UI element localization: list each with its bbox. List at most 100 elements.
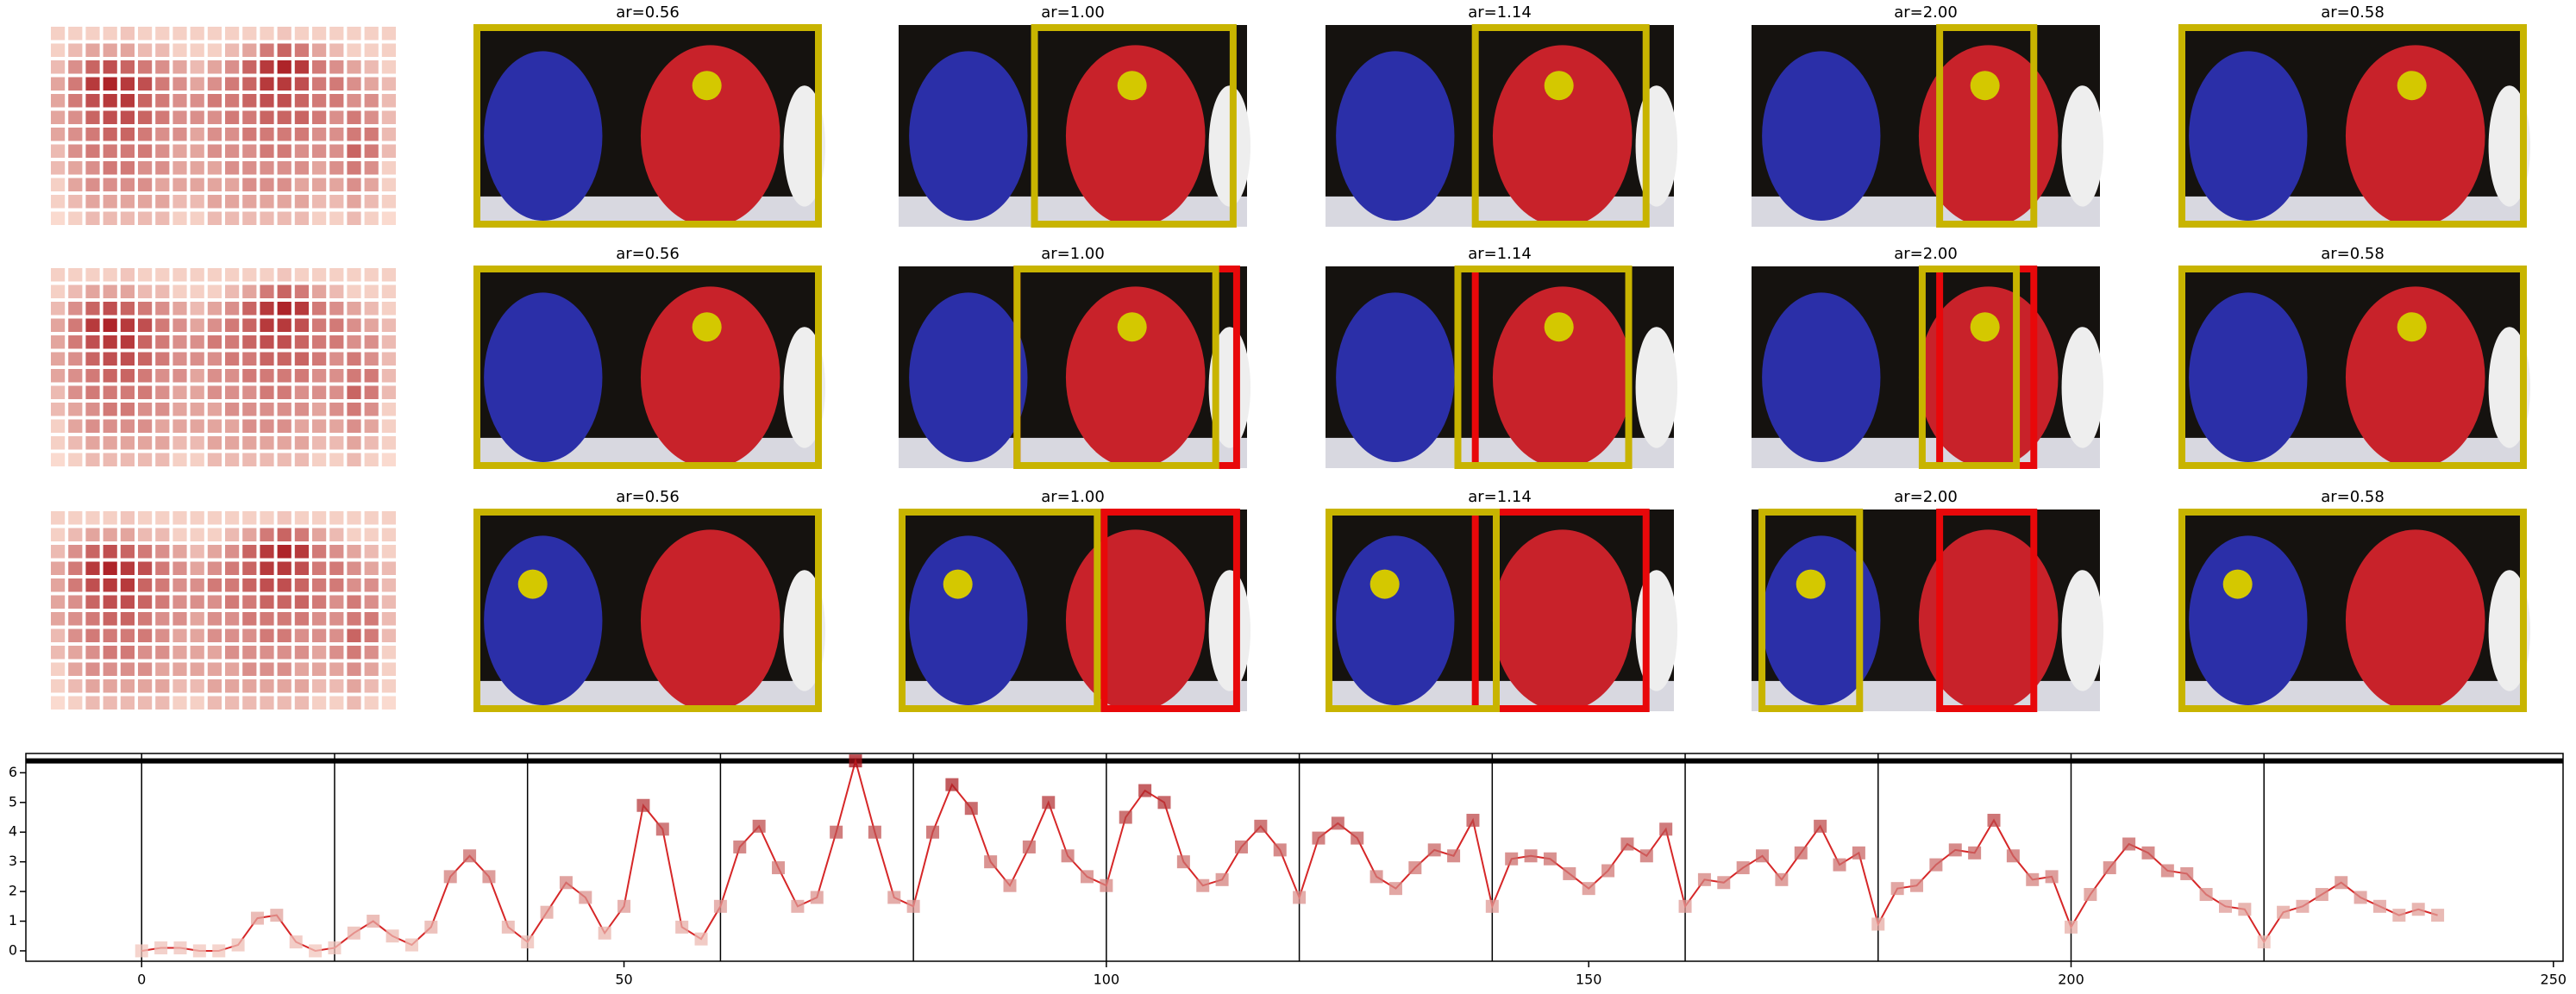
heatmap-cell	[51, 578, 66, 592]
heatmap-cell	[347, 578, 361, 592]
data-marker	[1678, 899, 1692, 913]
heatmap-cell	[294, 595, 309, 609]
heatmap-cell	[260, 77, 274, 91]
heatmap-cell	[294, 335, 309, 349]
boxer-blue	[1762, 51, 1881, 221]
heatmap-cell	[51, 128, 66, 141]
heatmap-cell	[103, 94, 117, 108]
boxer-red	[1492, 286, 1633, 468]
heatmap-cell	[225, 268, 240, 282]
heatmap-cell	[312, 578, 327, 592]
data-marker	[1563, 866, 1576, 880]
heatmap-cell	[381, 284, 396, 298]
heatmap-cell	[155, 612, 170, 626]
heatmap-cell	[225, 161, 240, 175]
heatmap-cell	[207, 561, 222, 575]
heatmap-cell	[277, 60, 291, 74]
heatmap-cell	[364, 144, 379, 158]
heatmap-cell	[225, 195, 240, 209]
panel-title: ar=0.58	[2321, 3, 2385, 22]
heatmap-cell	[155, 43, 170, 57]
heatmap-cell	[242, 302, 257, 316]
heatmap-cell	[294, 43, 309, 57]
panel-title: ar=2.00	[1894, 488, 1958, 506]
heatmap-cell	[347, 662, 361, 676]
data-marker	[2045, 870, 2059, 884]
heatmap-cell	[277, 453, 291, 466]
heatmap-cell	[207, 385, 222, 399]
heatmap-cell	[85, 128, 100, 141]
heatmap-cell	[364, 646, 379, 660]
image-panel	[899, 509, 1251, 712]
heatmap-cell	[120, 662, 135, 676]
data-marker	[1061, 849, 1075, 863]
data-marker	[1929, 858, 1943, 872]
heatmap-cell	[138, 612, 153, 626]
crop-box	[1918, 266, 2021, 469]
heatmap-cell	[138, 369, 153, 383]
referee	[783, 85, 826, 207]
heatmap-cell	[85, 94, 100, 108]
crop-box	[1454, 266, 1633, 469]
data-marker	[713, 899, 727, 913]
heatmap-cell	[347, 453, 361, 466]
heatmap-cell	[294, 352, 309, 366]
boxer-blue	[1336, 535, 1455, 705]
heatmap-cell	[103, 77, 117, 91]
data-marker	[347, 926, 360, 940]
heatmap-cell	[381, 178, 396, 191]
heatmap-cell	[381, 628, 396, 642]
heatmap-cell	[68, 211, 83, 225]
data-marker	[1119, 810, 1132, 824]
heatmap-cell	[329, 144, 344, 158]
heatmap-cell	[138, 161, 153, 175]
heatmap-cell	[225, 646, 240, 660]
heatmap-cell	[190, 545, 204, 559]
heatmap-cell	[277, 94, 291, 108]
heatmap-cell	[364, 27, 379, 41]
heatmap-cell	[347, 195, 361, 209]
heatmap-cell	[242, 110, 257, 124]
heatmap-cell	[103, 561, 117, 575]
heatmap-cell	[68, 352, 83, 366]
heatmap-cell	[190, 612, 204, 626]
heatmap-cell	[347, 628, 361, 642]
heatmap-cell	[312, 528, 327, 541]
data-marker	[2064, 920, 2078, 934]
heatmap-cell	[138, 302, 153, 316]
referee	[783, 570, 826, 691]
heatmap-cell	[260, 612, 274, 626]
heatmap-cell	[260, 578, 274, 592]
data-marker	[1447, 849, 1461, 863]
heatmap-cell	[312, 545, 327, 559]
heatmap-cell	[103, 545, 117, 559]
boxer-blue	[1336, 292, 1455, 462]
heatmap-cell	[329, 696, 344, 710]
heatmap-cell	[172, 679, 187, 693]
heatmap-cell	[294, 679, 309, 693]
heatmap-cell	[329, 335, 344, 349]
heatmap-cell	[277, 369, 291, 383]
referee	[1208, 570, 1251, 691]
heatmap-cell	[85, 453, 100, 466]
heatmap-cell	[207, 545, 222, 559]
data-marker	[212, 944, 226, 958]
boxer-red	[1918, 286, 2059, 468]
heatmap-cell	[85, 403, 100, 416]
heatmap-cell	[207, 679, 222, 693]
heatmap-cell	[103, 268, 117, 282]
heatmap-cell	[103, 318, 117, 332]
plot-frame	[25, 753, 2564, 962]
heatmap-cell	[260, 696, 274, 710]
heatmap-cell	[329, 528, 344, 541]
boxer-red	[1492, 45, 1633, 227]
heatmap-cell	[294, 94, 309, 108]
heatmap-cell	[364, 302, 379, 316]
heatmap-cell	[294, 511, 309, 525]
heatmap-cell	[68, 545, 83, 559]
data-marker	[1351, 831, 1364, 845]
heatmap-cell	[103, 403, 117, 416]
heatmap-cell	[172, 77, 187, 91]
heatmap-cell	[347, 302, 361, 316]
heatmap-cell	[312, 595, 327, 609]
